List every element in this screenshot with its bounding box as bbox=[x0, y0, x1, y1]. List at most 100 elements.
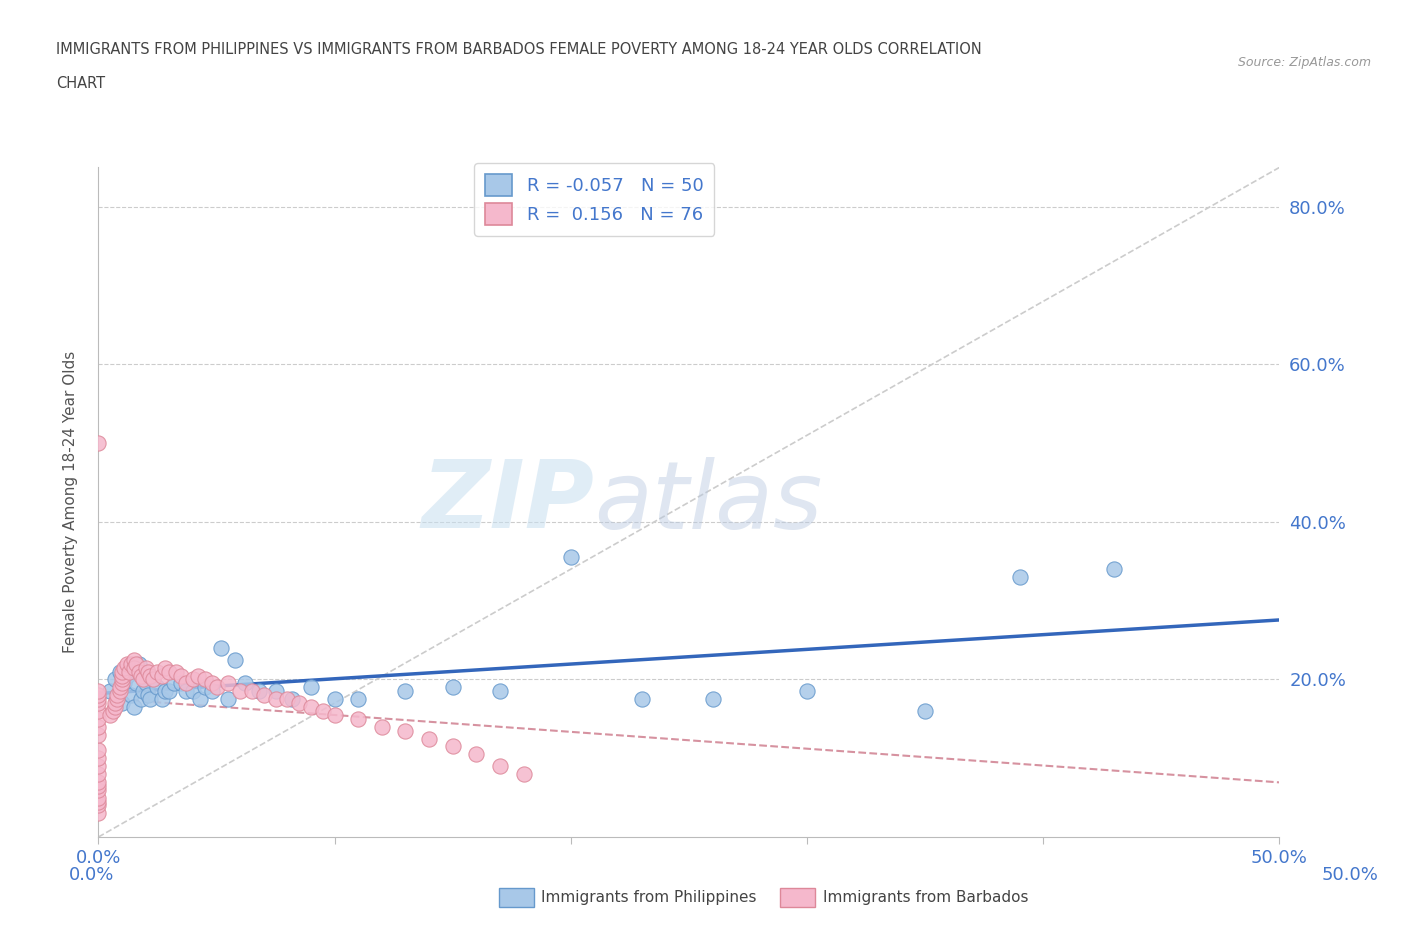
Point bbox=[87, 743, 110, 758]
Point bbox=[174, 676, 197, 691]
Point bbox=[108, 664, 131, 679]
Point bbox=[163, 676, 186, 691]
Point bbox=[253, 688, 276, 703]
Point bbox=[229, 684, 252, 698]
Point bbox=[394, 724, 416, 738]
Point bbox=[201, 684, 224, 698]
Point bbox=[111, 696, 134, 711]
Point bbox=[118, 660, 141, 675]
Point bbox=[441, 680, 464, 695]
Point bbox=[394, 684, 416, 698]
Point bbox=[247, 684, 270, 698]
Point bbox=[153, 684, 176, 698]
Point bbox=[129, 692, 152, 707]
Point bbox=[87, 790, 110, 805]
Point bbox=[111, 668, 134, 683]
Point bbox=[87, 775, 110, 790]
Point bbox=[128, 664, 150, 679]
Point bbox=[165, 664, 187, 679]
Point bbox=[347, 711, 370, 726]
Point bbox=[217, 676, 239, 691]
Point bbox=[139, 668, 162, 683]
Point bbox=[209, 641, 232, 656]
Point bbox=[104, 699, 127, 714]
Point bbox=[135, 676, 157, 691]
FancyBboxPatch shape bbox=[499, 887, 534, 908]
Point bbox=[132, 684, 155, 698]
Point bbox=[87, 435, 110, 450]
Point bbox=[150, 692, 173, 707]
Point bbox=[188, 692, 211, 707]
Point bbox=[276, 692, 298, 707]
Text: Immigrants from Philippines: Immigrants from Philippines bbox=[541, 890, 756, 905]
Point bbox=[205, 680, 228, 695]
Point bbox=[87, 794, 110, 809]
Point bbox=[187, 668, 209, 683]
Point bbox=[347, 692, 370, 707]
Point bbox=[201, 676, 224, 691]
Point bbox=[146, 664, 169, 679]
Point bbox=[489, 684, 512, 698]
Point bbox=[299, 699, 322, 714]
Point bbox=[157, 664, 180, 679]
Point bbox=[194, 680, 217, 695]
Point bbox=[288, 696, 311, 711]
Point bbox=[87, 806, 110, 821]
Point bbox=[181, 672, 204, 687]
Point bbox=[125, 657, 148, 671]
Point bbox=[112, 676, 135, 691]
Point bbox=[194, 672, 217, 687]
Point bbox=[264, 684, 287, 698]
Text: Immigrants from Barbados: Immigrants from Barbados bbox=[823, 890, 1028, 905]
Point bbox=[150, 668, 173, 683]
Point bbox=[87, 711, 110, 726]
Point bbox=[111, 664, 134, 679]
Point bbox=[135, 660, 157, 675]
Point bbox=[98, 708, 121, 723]
Point bbox=[87, 778, 110, 793]
Point bbox=[630, 692, 652, 707]
Point bbox=[560, 550, 582, 565]
FancyBboxPatch shape bbox=[780, 887, 815, 908]
Point bbox=[702, 692, 724, 707]
Point bbox=[153, 660, 176, 675]
Point bbox=[121, 688, 143, 703]
Point bbox=[465, 747, 488, 762]
Point bbox=[132, 672, 155, 687]
Point bbox=[87, 782, 110, 797]
Legend: R = -0.057   N = 50, R =  0.156   N = 76: R = -0.057 N = 50, R = 0.156 N = 76 bbox=[474, 163, 714, 236]
Point bbox=[181, 684, 204, 698]
Point bbox=[233, 676, 256, 691]
Point bbox=[136, 688, 159, 703]
Point bbox=[111, 672, 134, 687]
Point bbox=[170, 668, 193, 683]
Point bbox=[489, 759, 512, 774]
Point bbox=[512, 766, 534, 781]
Point bbox=[87, 696, 110, 711]
Point bbox=[87, 688, 110, 703]
Point bbox=[112, 660, 135, 675]
Point bbox=[87, 684, 110, 698]
Point bbox=[1008, 569, 1031, 584]
Point bbox=[122, 699, 145, 714]
Point bbox=[146, 680, 169, 695]
Point bbox=[108, 680, 131, 695]
Point bbox=[118, 664, 141, 679]
Text: 0.0%: 0.0% bbox=[69, 866, 114, 884]
Point bbox=[87, 727, 110, 742]
Point bbox=[157, 684, 180, 698]
Point bbox=[441, 739, 464, 754]
Point bbox=[323, 708, 346, 723]
Point bbox=[105, 692, 128, 707]
Point bbox=[299, 680, 322, 695]
Point bbox=[121, 657, 143, 671]
Point bbox=[174, 684, 197, 698]
Point bbox=[122, 652, 145, 667]
Point bbox=[108, 684, 131, 698]
Point bbox=[142, 672, 165, 687]
Text: IMMIGRANTS FROM PHILIPPINES VS IMMIGRANTS FROM BARBADOS FEMALE POVERTY AMONG 18-: IMMIGRANTS FROM PHILIPPINES VS IMMIGRANT… bbox=[56, 42, 981, 57]
Point bbox=[87, 759, 110, 774]
Point bbox=[105, 692, 128, 707]
Point bbox=[104, 672, 127, 687]
Y-axis label: Female Poverty Among 18-24 Year Olds: Female Poverty Among 18-24 Year Olds bbox=[63, 352, 77, 654]
